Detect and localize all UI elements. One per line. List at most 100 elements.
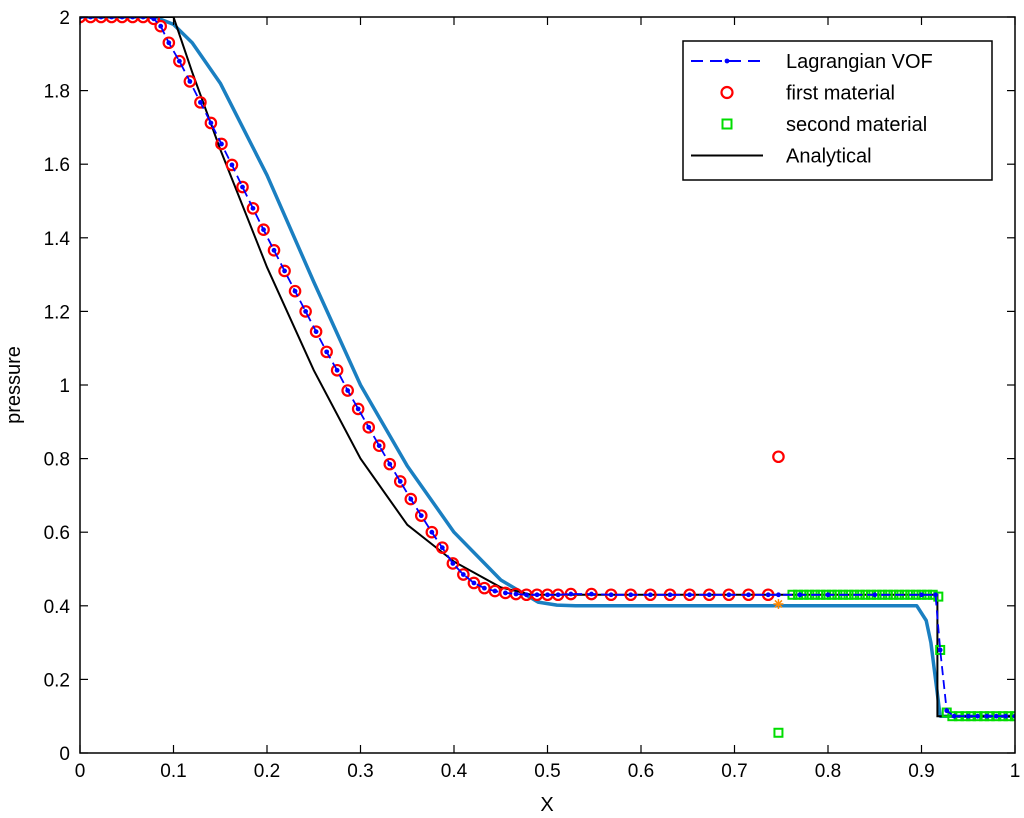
y-tick-label: 0.8 (44, 450, 70, 471)
y-tick-label: 1.6 (44, 155, 70, 176)
legend: Lagrangian VOF first material second mater… (682, 40, 993, 181)
lagrangian-vof-point (418, 513, 424, 519)
legend-label: first material (786, 83, 895, 105)
lagrangian-vof-point (176, 58, 182, 64)
lagrangian-vof-point (503, 590, 508, 596)
first-material-point (320, 345, 333, 359)
y-tick-label: 0.2 (44, 670, 70, 691)
x-tick-label: 0.4 (441, 761, 468, 782)
lagrangian-vof-point (250, 205, 256, 211)
y-tick-label: 1.4 (44, 229, 71, 250)
lagrangian-vof-point (589, 591, 594, 597)
series-line-curve (80, 17, 1015, 718)
lagrangian-vof-point (450, 561, 456, 566)
second-material-point (1010, 711, 1015, 722)
x-tick-label: 0 (75, 761, 86, 782)
lagrangian-vof-point (334, 367, 340, 373)
first-material-point (204, 116, 218, 130)
lagrangian-vof-point (345, 388, 351, 393)
y-axis-title: pressure (3, 346, 25, 424)
lagrangian-vof-point (240, 184, 245, 190)
first-material-point (393, 475, 407, 488)
lagrangian-vof-point (568, 591, 574, 597)
lagrangian-vof-point (951, 713, 957, 719)
lagrangian-vof-point (158, 23, 164, 29)
y-tick-label: 0 (59, 744, 70, 765)
legend-box (682, 40, 993, 181)
legend-swatch (721, 118, 733, 130)
first-material-point (105, 17, 118, 24)
lagrangian-vof-point (313, 329, 319, 335)
lagrangian-vof-point (292, 288, 298, 294)
lagrangian-vof-point (965, 713, 971, 719)
first-material-point (383, 457, 397, 471)
legend-label: Analytical (786, 146, 872, 168)
x-tick-label: 0.2 (254, 761, 280, 782)
y-tick-label: 1.8 (44, 82, 70, 103)
lagrangian-vof-point (524, 592, 529, 598)
first-material-point (257, 223, 270, 237)
lagrangian-vof-point (282, 268, 287, 274)
lagrangian-vof-point (187, 79, 193, 84)
first-material-point (585, 587, 598, 601)
lagrangian-vof-point (944, 708, 950, 714)
first-material-point (183, 75, 197, 88)
first-material-point (215, 137, 228, 151)
lagrangian-vof-point (937, 647, 943, 653)
lagrangian-vof-point (628, 592, 634, 598)
lagrangian-vof-point (746, 592, 751, 598)
lagrangian-vof-point (975, 713, 980, 719)
lagrangian-vof-point (555, 592, 561, 598)
lagrangian-vof-point (933, 592, 938, 598)
y-tick-label: 0.4 (44, 597, 71, 618)
legend-swatch (720, 85, 734, 100)
y-tick-label: 0.6 (44, 523, 70, 544)
lagrangian-vof-point (471, 580, 477, 586)
x-tick-label: 0.6 (628, 761, 654, 782)
lagrangian-vof-point (355, 406, 361, 412)
lagrangian-vof-point (776, 592, 781, 598)
lagrangian-vof-point (797, 592, 803, 598)
first-material-point (772, 450, 785, 464)
star-marker (773, 598, 784, 609)
x-tick-label: 1 (1010, 761, 1021, 782)
x-tick-label: 0.3 (347, 761, 373, 782)
first-material-point (372, 439, 386, 453)
first-material-point (225, 158, 239, 172)
x-tick-label: 0.5 (534, 761, 560, 782)
first-material-point (404, 492, 418, 506)
lagrangian-vof-point (647, 592, 653, 598)
lagrangian-vof-point (219, 141, 224, 147)
lagrangian-vof-point (513, 591, 519, 597)
first-material-point (136, 17, 150, 24)
lagrangian-vof-point (667, 592, 673, 598)
lagrangian-vof-point (229, 162, 235, 168)
first-material-point (154, 19, 167, 33)
first-material-point (351, 402, 365, 416)
first-material-point (330, 363, 344, 377)
first-material-point (173, 54, 186, 68)
lagrangian-vof-point (261, 227, 266, 233)
lagrangian-vof-point (481, 585, 487, 591)
lagrangian-vof-point (376, 443, 382, 449)
x-tick-label: 0.9 (908, 761, 934, 782)
first-material-point (278, 264, 291, 278)
first-material-point (115, 17, 129, 24)
first-material-point (288, 284, 302, 298)
lagrangian-vof-point (545, 592, 550, 598)
legend-swatch-dot (724, 58, 730, 64)
legend-label: Lagrangian VOF (786, 51, 933, 73)
lagrangian-vof-point (408, 496, 414, 502)
lagrangian-vof-point (706, 592, 712, 598)
first-material-point (126, 17, 139, 24)
first-material-point (457, 568, 470, 581)
lagrangian-vof-point (460, 572, 466, 577)
x-axis-title: X (540, 794, 553, 816)
lagrangian-vof-point (198, 99, 203, 105)
legend-label: second material (786, 114, 927, 136)
lagrangian-vof-point (387, 461, 393, 467)
first-material-point (267, 244, 281, 257)
y-tick-label: 1.2 (44, 302, 70, 323)
first-material-point (467, 576, 481, 590)
